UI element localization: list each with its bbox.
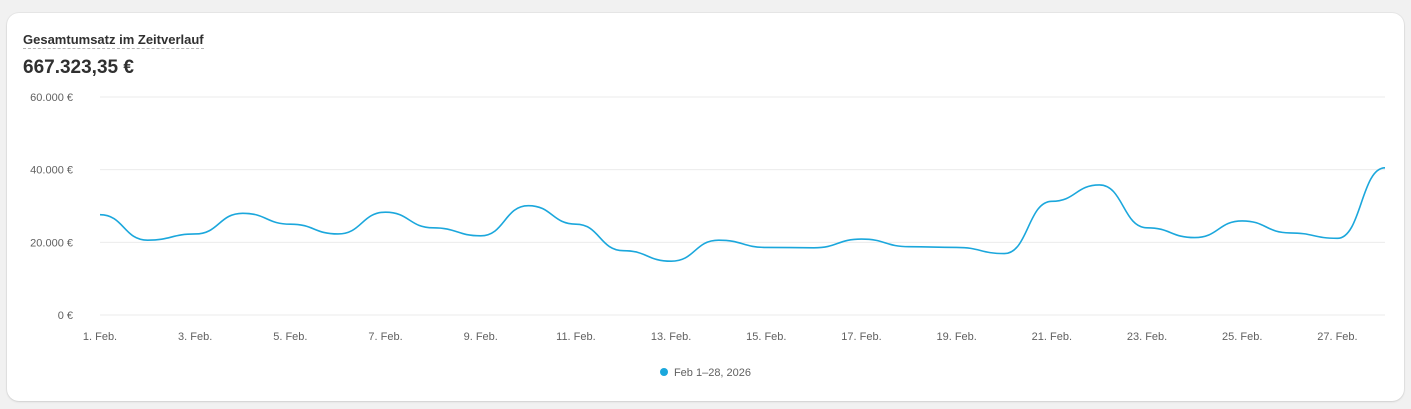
y-tick-label: 20.000 €	[30, 237, 73, 249]
data-point[interactable]	[1379, 162, 1391, 174]
y-tick-label: 0 €	[58, 310, 73, 322]
data-point[interactable]	[189, 228, 201, 240]
total-sales-value: 667.323,35 €	[23, 57, 134, 78]
x-tick-label: 1. Feb.	[83, 331, 117, 343]
sales-over-time-card: Gesamtumsatz im Zeitverlauf 667.323,35 €…	[7, 13, 1404, 401]
y-tick-label: 60.000 €	[30, 92, 73, 104]
data-point[interactable]	[570, 218, 582, 230]
data-point[interactable]	[1046, 195, 1058, 207]
data-point[interactable]	[1284, 227, 1296, 239]
data-point[interactable]	[713, 234, 725, 246]
x-axis-tick-labels: 1. Feb. 3. Feb. 5. Feb. 7. Feb. 9. Feb. 11. F…	[83, 331, 1358, 343]
x-tick-label: 11. Feb.	[556, 331, 596, 343]
data-point[interactable]	[903, 241, 915, 253]
data-point[interactable]	[760, 241, 772, 253]
data-point[interactable]	[94, 209, 106, 221]
grid-lines	[100, 96, 1385, 316]
data-point[interactable]	[475, 230, 487, 242]
data-point[interactable]	[332, 228, 344, 240]
data-point[interactable]	[427, 222, 439, 234]
line-chart: 0 € 20.000 € 40.000 € 60.000 € 1. Feb. 3. Fe…	[30, 92, 1391, 343]
data-point[interactable]	[1331, 232, 1343, 244]
series-layer	[94, 162, 1391, 267]
data-point[interactable]	[808, 242, 820, 254]
data-point[interactable]	[142, 234, 154, 246]
chart-legend[interactable]: Feb 1–28, 2026	[7, 366, 1404, 380]
y-tick-label: 40.000 €	[30, 165, 73, 177]
legend-label: Feb 1–28, 2026	[673, 367, 752, 379]
data-point[interactable]	[1236, 215, 1248, 227]
data-point[interactable]	[665, 255, 677, 267]
x-tick-label: 13. Feb.	[651, 331, 691, 343]
data-point[interactable]	[380, 206, 392, 218]
x-tick-label: 3. Feb.	[178, 331, 212, 343]
x-tick-label: 25. Feb.	[1222, 331, 1262, 343]
data-point[interactable]	[237, 207, 249, 219]
x-tick-label: 27. Feb.	[1317, 331, 1357, 343]
x-tick-label: 15. Feb.	[746, 331, 786, 343]
series-line[interactable]	[99, 167, 1386, 263]
x-tick-label: 17. Feb.	[841, 331, 881, 343]
x-tick-label: 9. Feb.	[464, 331, 498, 343]
x-tick-label: 7. Feb.	[368, 331, 402, 343]
data-point[interactable]	[951, 241, 963, 253]
data-point[interactable]	[1189, 232, 1201, 244]
x-tick-label: 21. Feb.	[1032, 331, 1072, 343]
data-point[interactable]	[1093, 179, 1105, 191]
data-point[interactable]	[618, 245, 630, 257]
data-point[interactable]	[855, 233, 867, 245]
data-point[interactable]	[284, 218, 296, 230]
data-point[interactable]	[998, 248, 1010, 260]
data-point[interactable]	[1141, 222, 1153, 234]
data-point[interactable]	[522, 200, 534, 212]
x-tick-label: 23. Feb.	[1127, 331, 1167, 343]
x-tick-label: 5. Feb.	[273, 331, 307, 343]
y-axis-tick-labels: 0 € 20.000 € 40.000 € 60.000 €	[30, 92, 73, 322]
x-tick-label: 19. Feb.	[936, 331, 976, 343]
legend-dot-icon	[659, 368, 668, 376]
chart-title[interactable]: Gesamtumsatz im Zeitverlauf	[23, 32, 204, 49]
